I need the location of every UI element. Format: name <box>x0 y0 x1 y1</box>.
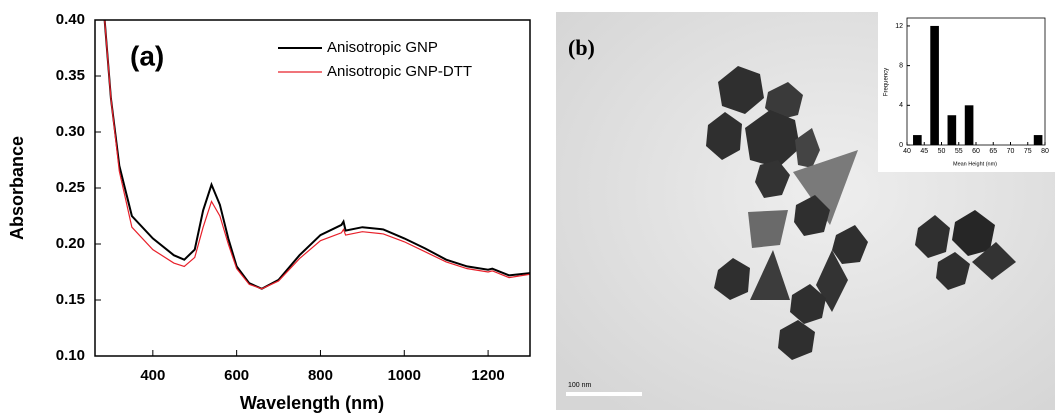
bar <box>930 25 939 145</box>
panel-label: (a) <box>130 40 164 71</box>
y-tick-label: 0.15 <box>56 291 85 308</box>
particles <box>706 66 1016 360</box>
x-tick-label: 800 <box>308 367 333 384</box>
x-tick-label: 45 <box>920 148 928 155</box>
x-tick-label: 1200 <box>471 367 504 384</box>
x-tick-label: 40 <box>903 148 911 155</box>
scale-label: 100 nm <box>568 382 592 389</box>
y-tick-label: 12 <box>895 23 903 30</box>
y-tick-label: 0.20 <box>56 235 85 252</box>
y-tick-label: 4 <box>899 102 903 109</box>
x-tick-label: 1000 <box>388 367 421 384</box>
line <box>104 19 531 290</box>
y-tick-label: 0.30 <box>56 123 85 140</box>
panel-label: (b) <box>568 35 595 60</box>
x-tick-label: 75 <box>1024 148 1032 155</box>
x-axis-title: Wavelength (nm) <box>240 393 384 413</box>
x-tick-label: 400 <box>140 367 165 384</box>
x-tick-label: 70 <box>1007 148 1015 155</box>
x-tick-label: 600 <box>224 367 249 384</box>
y-tick-label: 0.10 <box>56 347 85 364</box>
y-tick-label: 0.35 <box>56 67 85 84</box>
y-tick-label: 0.40 <box>56 11 85 28</box>
y-tick-label: 0 <box>899 142 903 149</box>
y-tick-label: 0.25 <box>56 179 85 196</box>
x-tick-label: 80 <box>1041 148 1049 155</box>
legend-label: Anisotropic GNP <box>327 39 438 56</box>
x-tick-label: 65 <box>989 148 997 155</box>
y-tick-label: 8 <box>899 62 903 69</box>
x-tick-label: 50 <box>938 148 946 155</box>
bar <box>964 105 974 145</box>
scale-bar <box>566 392 642 396</box>
y-axis-title: Absorbance <box>7 136 27 240</box>
bar <box>1033 135 1043 145</box>
bar <box>947 115 957 145</box>
y-axis-title: Frequency <box>884 68 890 96</box>
x-tick-label: 60 <box>972 148 980 155</box>
bar <box>913 135 922 145</box>
x-tick-label: 55 <box>955 148 963 155</box>
x-axis-title: Mean Height (nm) <box>953 161 997 167</box>
line <box>103 19 531 290</box>
legend-label: Anisotropic GNP-DTT <box>327 63 472 80</box>
